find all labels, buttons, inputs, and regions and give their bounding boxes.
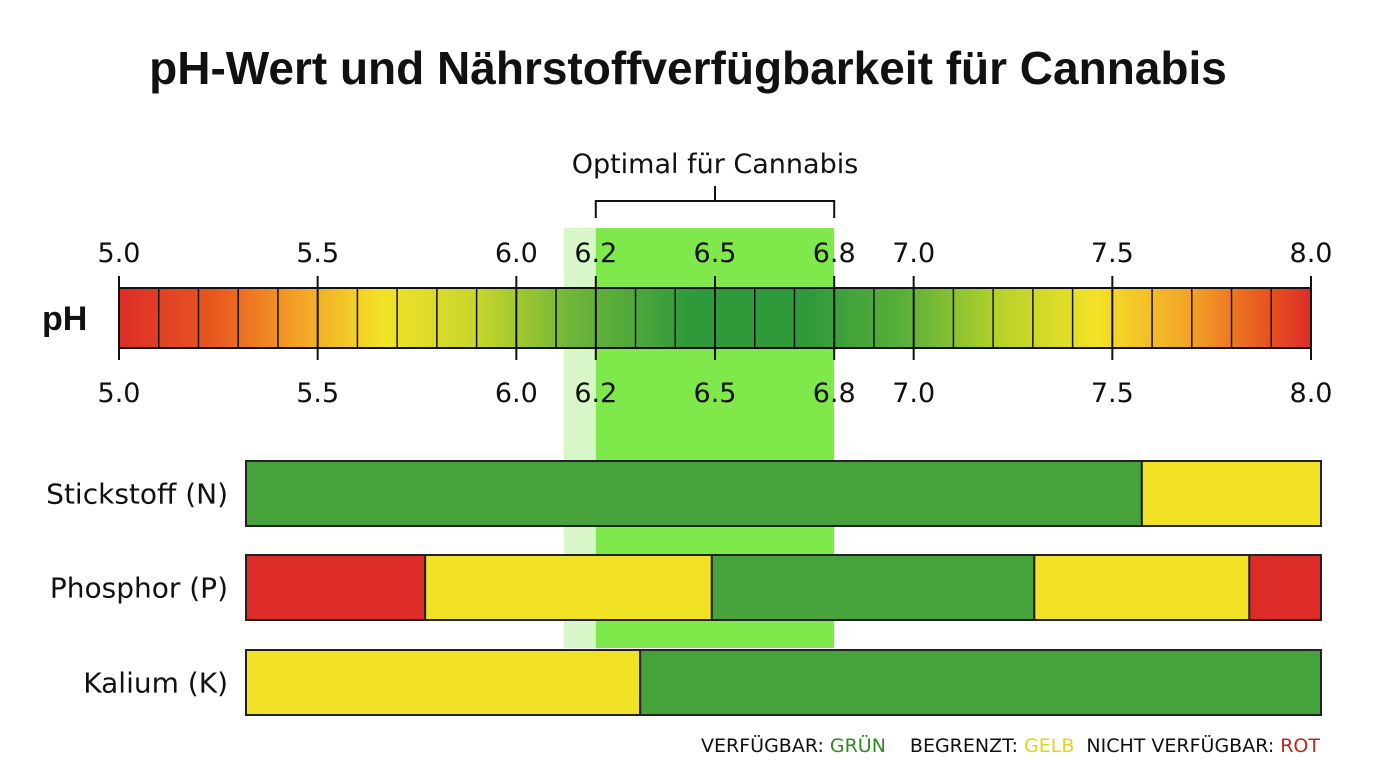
ph-tick-label: 6.5 [694, 238, 737, 269]
ph-tick-label: 6.5 [694, 378, 737, 409]
nutrient-segment-limited [1033, 554, 1251, 621]
nutrient-segment-unavailable [245, 554, 427, 621]
nutrient-segment-available [245, 460, 1143, 527]
ph-ticks-bottom: 5.0 5.5 6.0 6.2 6.5 6.8 7.0 7.5 8.0 [98, 378, 1333, 409]
optimal-label: Optimal für Cannabis [572, 149, 859, 180]
nutrient-segment-unavailable [1248, 554, 1323, 621]
ph-tick-label: 6.2 [574, 238, 617, 269]
ph-tick-label: 8.0 [1290, 238, 1333, 269]
nutrient-rows: Stickstoff (N) Phosphor (P) Kalium (K) [46, 460, 1323, 716]
ph-tick-label: 7.0 [892, 238, 935, 269]
ph-tick-label: 7.5 [1091, 238, 1134, 269]
chart-title: pH-Wert und Nährstoffverfügbarkeit für C… [149, 42, 1227, 94]
ph-tick-label: 6.2 [574, 378, 617, 409]
nutrient-segment-available [710, 554, 1036, 621]
ph-ticks-top: 5.0 5.5 6.0 6.2 6.5 6.8 7.0 7.5 8.0 [98, 238, 1333, 269]
ph-tick-label: 6.0 [495, 238, 538, 269]
legend-limited-value: GELB [1024, 735, 1074, 757]
ph-tick-label: 8.0 [1290, 378, 1333, 409]
ph-tick-label: 5.5 [296, 378, 339, 409]
nutrient-label: Stickstoff (N) [46, 478, 228, 511]
optimal-bracket-line [594, 200, 836, 218]
ph-tick-label: 7.5 [1091, 378, 1134, 409]
ph-tick-label: 7.0 [892, 378, 935, 409]
ph-tick-label: 5.5 [296, 238, 339, 269]
ph-tick-label: 5.0 [98, 378, 141, 409]
nutrient-segment-available [639, 649, 1322, 716]
nutrient-label: Kalium (K) [83, 667, 228, 700]
legend-limited-label: BEGRENZT: [910, 735, 1018, 757]
ph-tick-label: 6.8 [813, 378, 856, 409]
nutrient-row: Phosphor (P) [50, 554, 1323, 621]
nutrient-label: Phosphor (P) [50, 572, 228, 605]
legend-unavailable-value: ROT [1280, 735, 1320, 757]
nutrient-row: Kalium (K) [83, 649, 1322, 716]
nutrient-segment-limited [1140, 460, 1323, 527]
ph-tick-label: 6.8 [813, 238, 856, 269]
nutrient-row: Stickstoff (N) [46, 460, 1323, 527]
legend: VERFÜGBAR: GRÜN BEGRENZT: GELB NICHT VERFÜGB… [701, 734, 1320, 757]
optimal-bracket [594, 186, 836, 218]
ph-tick-label: 5.0 [98, 238, 141, 269]
legend-unavailable-label: NICHT VERFÜGBAR: [1086, 734, 1274, 757]
ph-tick-label: 6.0 [495, 378, 538, 409]
legend-available-label: VERFÜGBAR: [701, 734, 824, 757]
legend-available-value: GRÜN [830, 734, 886, 757]
ph-scale-bar [118, 276, 1312, 360]
nutrient-segment-limited [245, 649, 642, 716]
ph-axis-label: pH [42, 300, 87, 338]
nutrient-segment-limited [424, 554, 713, 621]
